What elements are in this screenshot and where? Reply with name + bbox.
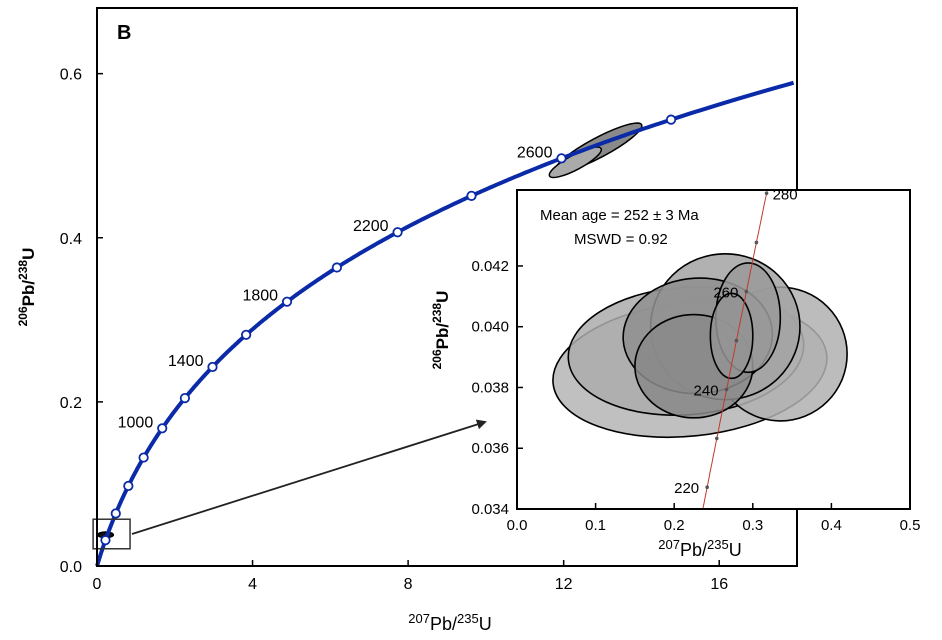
inset-annotation-mswd: MSWD = 0.92 [574, 231, 668, 248]
age-label: 2200 [353, 218, 389, 235]
age-label: 2600 [517, 144, 553, 161]
age-marker [665, 114, 677, 125]
inset-age-label: 240 [694, 383, 719, 400]
y-tick-label: 0.0 [60, 559, 82, 576]
inset-age-marker [754, 240, 759, 245]
inset-x-tick-label: 0.5 [900, 517, 921, 534]
inset-age-marker [715, 436, 719, 441]
age-marker [123, 480, 134, 492]
inset-age-marker [705, 485, 709, 490]
age-markers-layer [100, 114, 677, 546]
zoom-arrow [131, 419, 487, 535]
inset-ellipses-layer [552, 253, 848, 439]
age-label: 1000 [118, 414, 154, 431]
age-marker [331, 262, 342, 273]
age-marker [392, 227, 403, 238]
age-marker [466, 190, 477, 201]
age-marker [138, 452, 149, 463]
age-marker [241, 329, 252, 340]
inset-y-axis-label: 206Pb/238U [430, 291, 452, 370]
inset-age-marker [744, 289, 749, 294]
x-tick-label: 0 [93, 576, 102, 593]
inset-age-label: 220 [674, 480, 699, 497]
age-marker [100, 535, 111, 546]
inset-x-tick-label: 0.2 [664, 517, 685, 534]
inset-age-markers-layer [705, 191, 769, 490]
age-label: 1800 [242, 288, 278, 305]
inset-x-tick-label: 0.0 [507, 517, 528, 534]
inset-age-label: 260 [713, 285, 738, 302]
inset-annotation-mean-age: Mean age = 252 ± 3 Ma [540, 207, 699, 224]
x-axis-label: 207Pb/235U [408, 611, 491, 634]
y-tick-label: 0.4 [60, 231, 82, 248]
inset-x-tick-label: 0.3 [742, 517, 763, 534]
inset-frame [516, 189, 911, 510]
x-tick-label: 12 [555, 576, 573, 593]
x-tick-label: 4 [248, 576, 257, 593]
y-tick-label: 0.6 [60, 67, 82, 84]
inset-y-tick-label: 0.042 [471, 258, 509, 275]
age-marker [281, 296, 293, 307]
inset-y-tick-label: 0.038 [471, 379, 509, 396]
age-marker [110, 508, 121, 519]
y-tick-label: 0.2 [60, 395, 82, 412]
inset-age-marker [764, 191, 769, 196]
inset-plot: 220 240 260 280 0.0 0.1 0.2 0.3 0.4 0.5 0.034 0.03… [430, 186, 921, 560]
inset-y-tick-label: 0.034 [471, 501, 509, 518]
inset-x-tick-label: 0.4 [821, 517, 842, 534]
age-labels-layer: 1000 1400 1800 2200 2600 [118, 144, 553, 431]
concordia-curve [95, 80, 795, 567]
inset-age-label: 280 [773, 186, 798, 203]
age-marker [157, 423, 168, 434]
inset-y-tick-label: 0.040 [471, 319, 509, 336]
age-marker [179, 393, 191, 404]
panel-label: B [117, 22, 131, 44]
inset-x-axis-label: 207Pb/235U [658, 537, 741, 560]
x-tick-label: 16 [710, 576, 728, 593]
age-marker [556, 153, 567, 164]
main-ticks-layer: 0 4 8 12 16 0.0 0.2 0.4 0.6 [60, 67, 728, 593]
age-label: 1400 [168, 353, 204, 370]
inset-age-marker [734, 338, 739, 343]
zoom-box [92, 518, 131, 550]
main-plot: 1000 1400 1800 2200 2600 0 4 8 12 16 0.0 0.2 0.4 0.6… [16, 7, 798, 634]
x-tick-label: 8 [404, 576, 413, 593]
inset-age-marker [724, 387, 729, 392]
inset-y-tick-label: 0.036 [471, 440, 509, 457]
age-marker [207, 361, 218, 373]
inset-x-tick-label: 0.1 [585, 517, 606, 534]
y-axis-label: 206Pb/238U [16, 248, 38, 327]
